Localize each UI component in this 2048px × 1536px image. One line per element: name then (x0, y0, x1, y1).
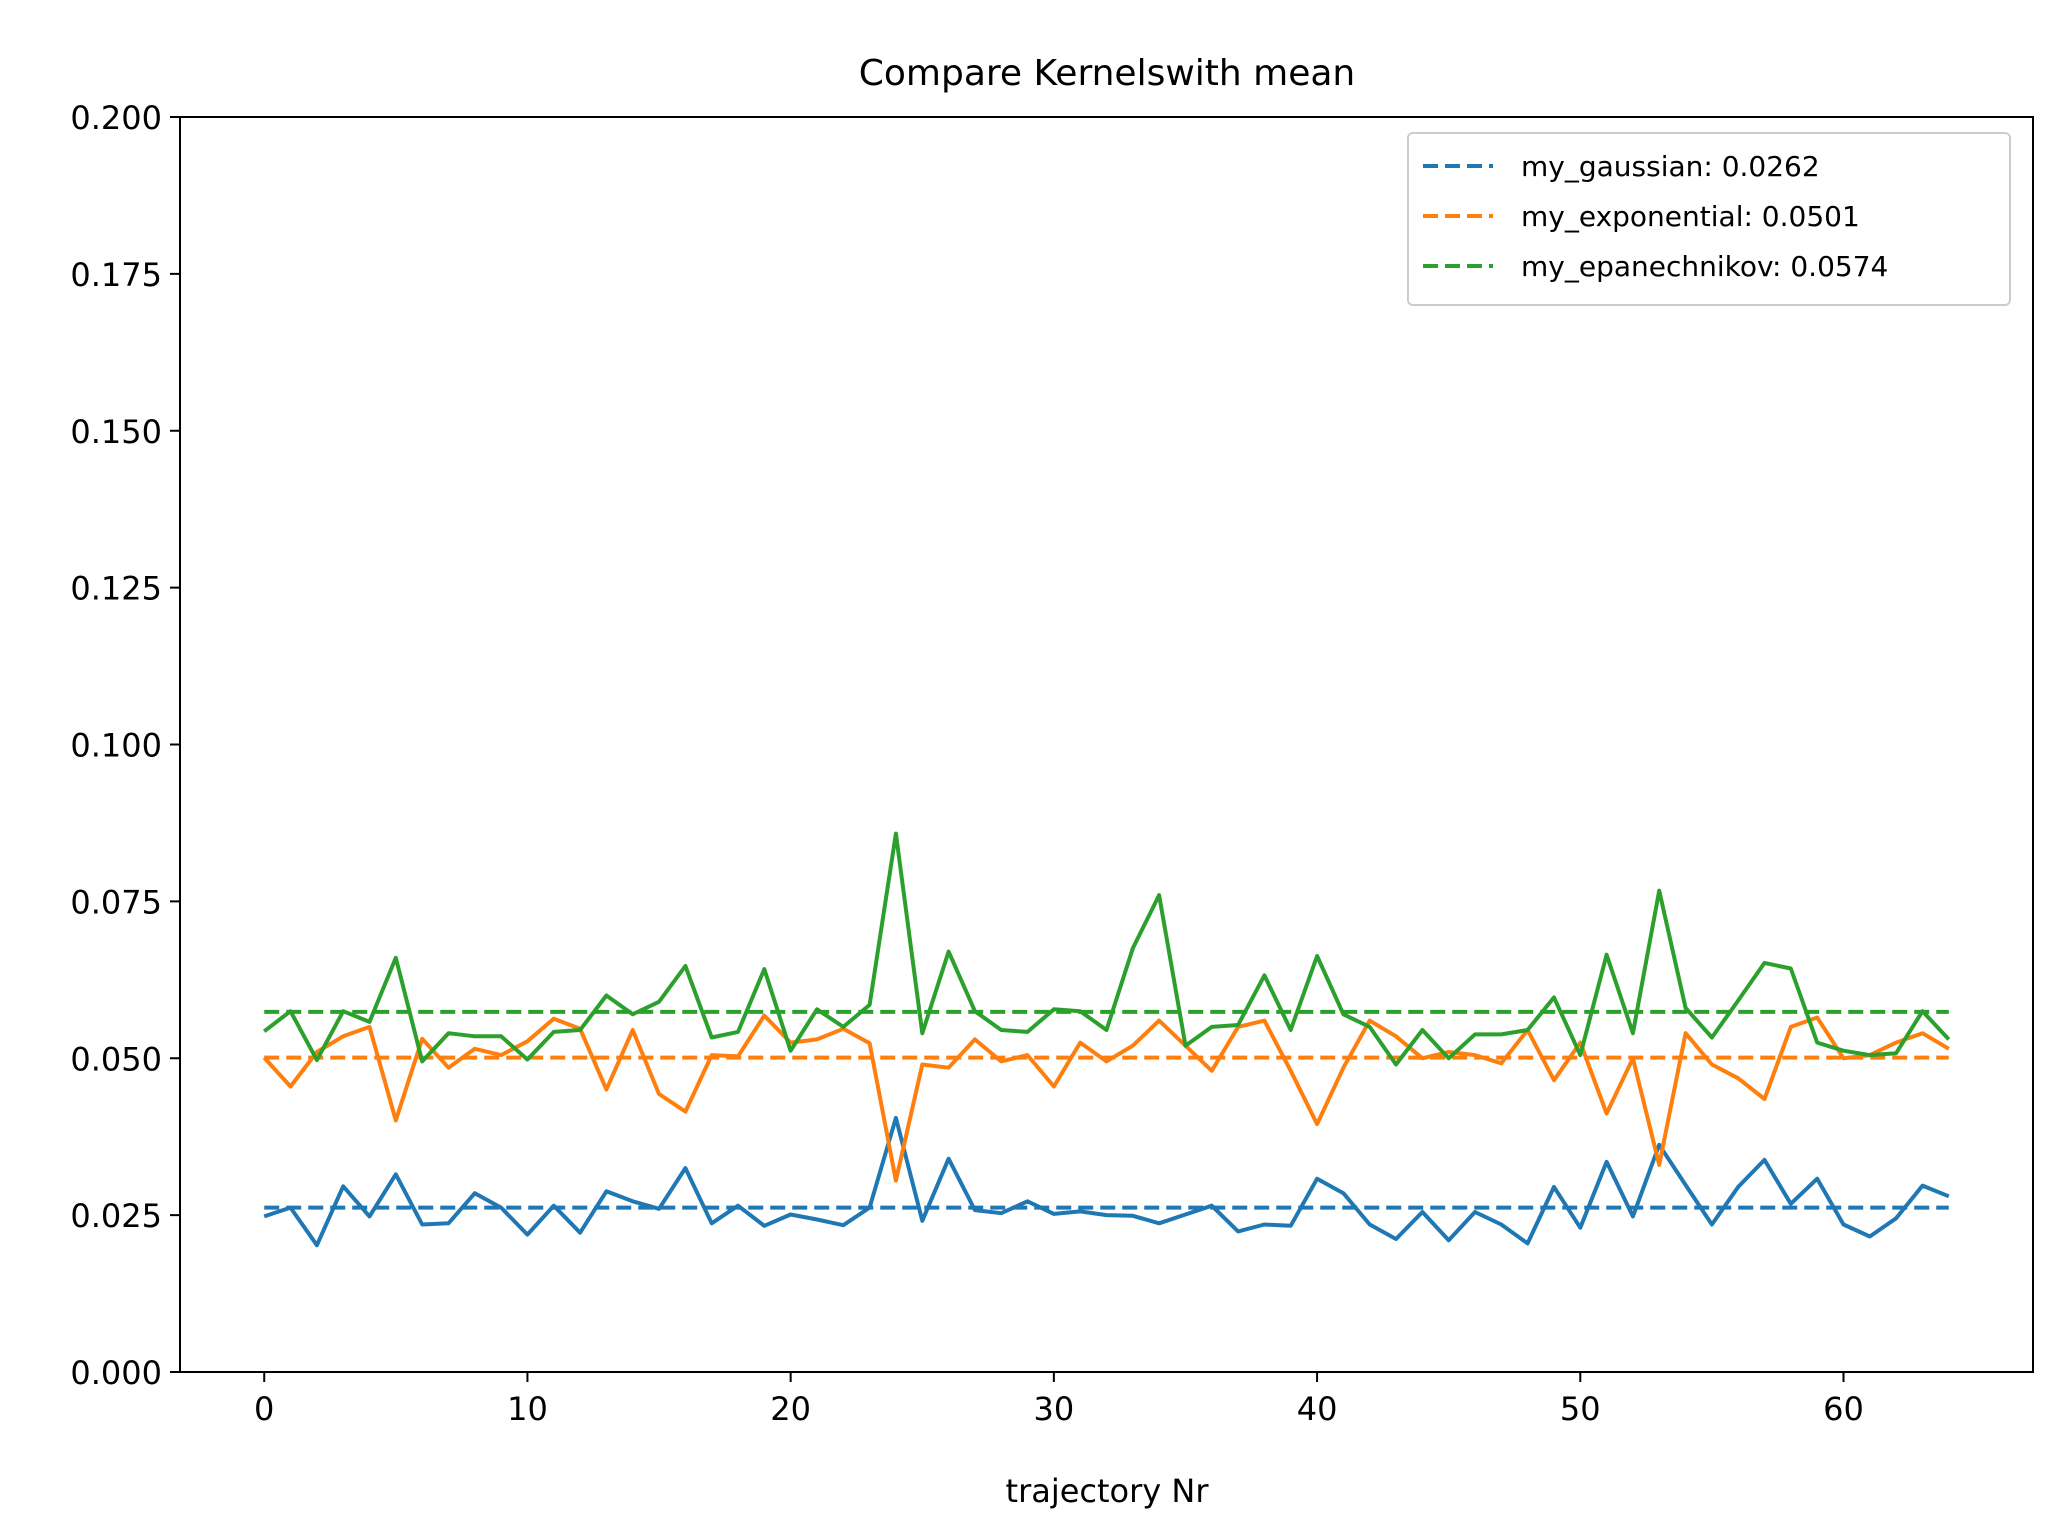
x-tick-label: 30 (1033, 1390, 1074, 1428)
chart-title: Compare Kernelswith mean (859, 53, 1356, 94)
series-line-my_exponential (262, 1013, 1950, 1183)
x-tick-label: 60 (1823, 1390, 1864, 1428)
series-line-my_epanechnikov (262, 831, 1951, 1067)
legend: my_gaussian: 0.0262 my_exponential: 0.050… (1407, 132, 2011, 306)
y-tick-label: 0.150 (70, 413, 162, 451)
y-tick-label: 0.200 (70, 99, 162, 137)
series-line-my_gaussian (263, 1115, 1950, 1248)
y-tick-label: 0.075 (70, 883, 162, 921)
x-tick-label: 10 (507, 1390, 548, 1428)
legend-box (1407, 132, 2011, 306)
x-tick-label: 50 (1560, 1390, 1601, 1428)
x-axis: 0 10 20 30 40 50 60 (254, 1372, 1864, 1428)
y-tick-label: 0.175 (70, 256, 162, 294)
plot-area (262, 831, 1951, 1248)
y-tick-label: 0.025 (70, 1197, 162, 1235)
y-axis: 0.000 0.025 0.050 0.075 0.100 0.125 0.150 0.175… (70, 99, 180, 1392)
x-tick-label: 40 (1297, 1390, 1338, 1428)
axes-frame (179, 116, 2034, 1373)
y-tick-label: 0.050 (70, 1040, 162, 1078)
y-tick-label: 0.000 (70, 1354, 162, 1392)
x-axis-label: trajectory Nr (1006, 1472, 1210, 1510)
x-tick-label: 20 (770, 1390, 811, 1428)
legend-label-my_epanechnikov: my_epanechnikov: 0.0574 (1521, 250, 1888, 283)
x-tick-label: 0 (254, 1390, 274, 1428)
legend-label-my_gaussian: my_gaussian: 0.0262 (1521, 150, 1820, 183)
y-tick-label: 0.125 (70, 570, 162, 608)
y-tick-label: 0.100 (70, 727, 162, 765)
legend-label-my_exponential: my_exponential: 0.0501 (1521, 200, 1860, 233)
